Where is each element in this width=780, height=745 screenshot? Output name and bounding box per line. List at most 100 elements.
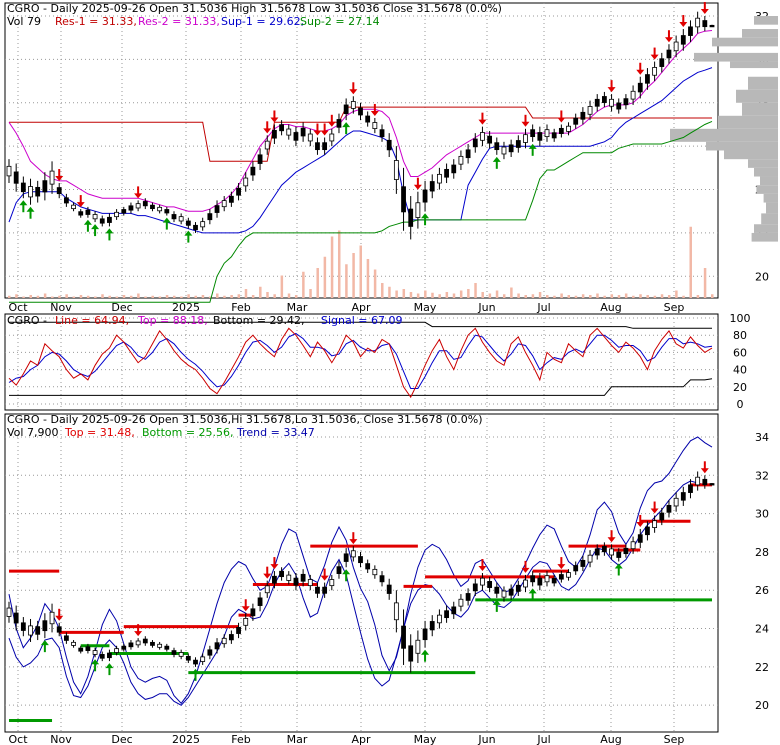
panel1-volume-bar: [8, 295, 11, 298]
panel3-candle-body: [193, 659, 198, 665]
panel1-candle-body: [286, 128, 292, 136]
panel1-volume-bar: [431, 292, 434, 298]
panel1-candle-body: [157, 206, 163, 212]
panel3-candle-body: [508, 588, 514, 596]
panel2-top-line: [9, 321, 713, 329]
panel3-candle-body: [200, 656, 206, 662]
panel2-oscillator-line: [8, 327, 713, 399]
panel1-volume-profile-bar: [748, 76, 778, 90]
panel3-candle-body: [157, 643, 163, 648]
panel3-x-tick-label: Oct: [8, 733, 28, 745]
panel2-line-label: Line = 64.94,: [55, 314, 129, 327]
panel3-buy-arrow-head: [342, 569, 351, 575]
panel1-volume-bar: [416, 293, 420, 298]
panel1-x-tick-label: 2025: [172, 301, 200, 314]
panel1-volume-profile-bar: [712, 37, 778, 47]
panel3-x-tick-label: May: [414, 733, 437, 745]
panel1-volume-bar: [208, 296, 212, 298]
panel1-volume-bar: [474, 283, 477, 298]
panel3-candle-body: [501, 590, 507, 598]
panel1-candle-body: [601, 96, 607, 103]
panel3-candle-body: [695, 476, 701, 486]
panel1-candle-body: [128, 205, 134, 211]
panel1-volume-bar: [373, 269, 377, 298]
panel1-candle-body: [630, 90, 636, 100]
panel1-volume-bar: [581, 294, 585, 298]
panel1-volume-bar: [79, 295, 83, 298]
panel3-x-tick-label: 2025: [172, 733, 200, 745]
panel3-sell-arrow-head: [263, 573, 272, 579]
panel1-volume-bar: [352, 253, 355, 298]
panel3-candle-body: [494, 586, 500, 594]
panel3-vol-label: Vol 7,900: [7, 426, 58, 439]
panel3-x-tick-label: Sep: [664, 733, 685, 745]
panel1-candle-body: [480, 132, 485, 141]
panel3-candle-body: [85, 646, 91, 651]
panel1-sell-arrow-head: [521, 121, 530, 127]
panel1-volume-bar: [302, 271, 305, 298]
panel3-sell-arrow-head: [521, 567, 530, 573]
panel3-candle-body: [573, 565, 579, 572]
panel1-volume-profile-bar: [706, 141, 778, 151]
panel3-buy-arrow-head: [191, 668, 200, 674]
panel3-candle-body: [286, 574, 292, 581]
panel1-volume-bar: [653, 295, 657, 298]
panel1-candle-body: [680, 35, 686, 45]
panel3-sell-arrow-head: [478, 566, 487, 571]
panel1-volume-bar: [567, 295, 571, 298]
panel3-candle-body: [515, 584, 521, 592]
panel1-volume-bar: [58, 295, 61, 298]
panel3-candle-body: [307, 579, 313, 587]
panel1-sell-arrow-head: [636, 69, 645, 75]
panel1-candle-body: [386, 139, 392, 151]
panel1-candle-body: [329, 133, 335, 142]
panel3-candle-body: [587, 554, 593, 563]
panel3-frame: [4, 413, 719, 733]
panel2-bottom-line: [9, 378, 713, 396]
panel1-candle-body: [322, 142, 328, 151]
panel3-candle-body: [121, 645, 127, 650]
panel3-y-tick-label: 22: [755, 661, 769, 674]
panel1-volume-profile-bar: [718, 115, 778, 129]
panel3-sell-arrow-head: [134, 631, 143, 637]
panel3-candle-body: [666, 504, 672, 513]
panel3-sell-arrow-head: [557, 564, 566, 570]
panel1-candle-body: [523, 134, 528, 143]
panel1-volume-bar: [459, 290, 463, 298]
panel1-x-tick-label: Oct: [8, 301, 28, 314]
panel1-volume-profile-bar: [736, 89, 778, 103]
panel3-candle-body: [637, 534, 643, 543]
panel1-volume-bar: [481, 292, 484, 298]
panel3-candle-body: [114, 648, 120, 653]
panel3-candle-body: [228, 634, 234, 641]
panel1-volume-bar: [230, 295, 233, 298]
panel1-buy-arrow-head: [162, 217, 171, 223]
panel3-candle-body: [20, 622, 26, 631]
panel1-candle-body: [494, 142, 500, 151]
panel3-candle-body: [49, 611, 55, 625]
panel1-candle-body: [666, 49, 672, 59]
panel3-candle-body: [422, 628, 428, 641]
panel1-candle-body: [688, 26, 693, 36]
panel1-volume-bar: [703, 268, 707, 298]
panel1-candle-body: [616, 102, 622, 110]
panel1-volume-bar: [488, 293, 492, 298]
panel1-candle-body: [49, 170, 55, 185]
panel1-candle-body: [558, 127, 564, 134]
panel1-title: CGRO - Daily 2025-09-26 Open 31.5036 Hig…: [7, 2, 502, 15]
panel2-top-label: Top = 88.18,: [137, 314, 208, 327]
panel1-volume-profile-bar: [742, 29, 778, 38]
panel3-candle-body: [236, 627, 241, 634]
panel1-volume-bar: [667, 295, 671, 298]
panel1-candle-body: [28, 186, 33, 198]
panel3-candle-body: [243, 618, 249, 626]
panel1-volume-profile-bar: [754, 167, 778, 177]
panel1-volume-bar: [402, 289, 406, 298]
panel1-volume-bar: [294, 295, 298, 298]
panel3-candle-body: [601, 545, 607, 553]
panel1-volume-bar: [603, 295, 606, 298]
panel3-candle-body: [386, 584, 392, 594]
panel3-y-tick-label: 20: [755, 699, 769, 712]
panel1-candle-body: [587, 106, 593, 115]
panel1-volume-bar: [244, 289, 248, 298]
